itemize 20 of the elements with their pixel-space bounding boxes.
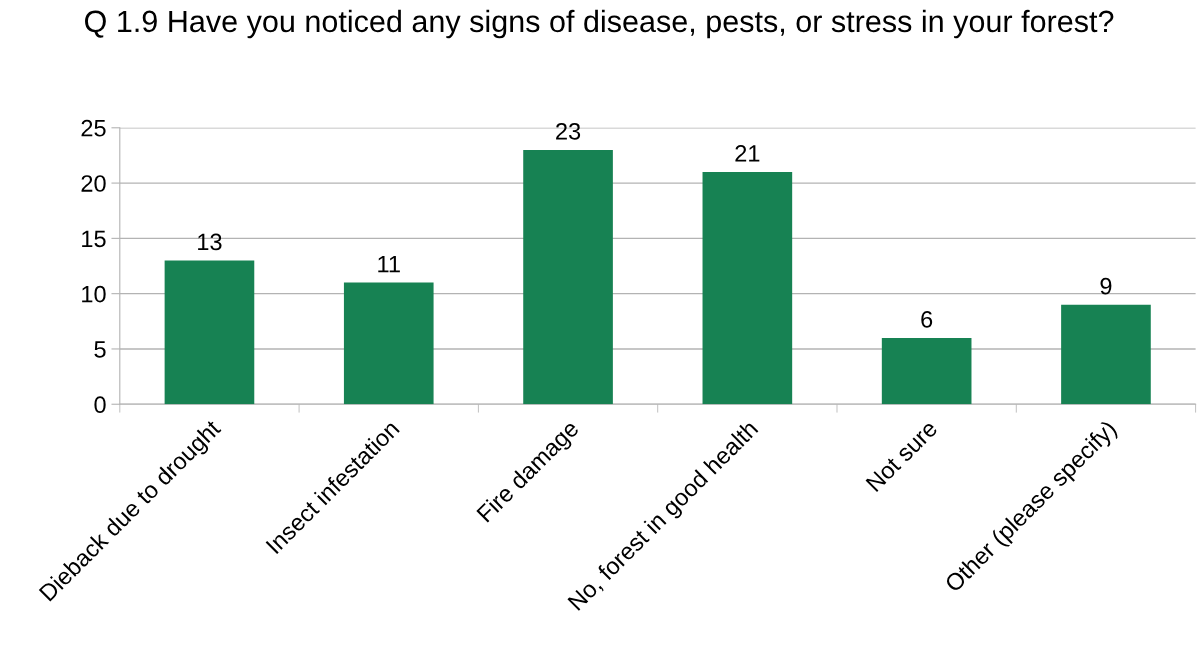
bar [164,260,255,405]
bar [881,337,972,405]
data-label: 11 [378,255,400,273]
y-tick-label: 15 [82,230,106,248]
bar [1061,304,1151,405]
bar [702,172,793,405]
data-label: 9 [1100,277,1112,295]
y-tick-label: 20 [81,175,106,192]
y-tick-label: 10 [82,285,106,303]
y-tick-label: 5 [94,341,106,358]
y-tick-label: 25 [81,119,106,137]
data-label: 13 [198,233,222,251]
data-label: 21 [735,145,760,162]
y-tick-label: 0 [94,396,106,414]
bar [523,149,613,405]
chart-title: Q 1.9 Have you noticed any signs of disease, pests, or stress in your forest? [85,9,1114,39]
bar [343,282,434,405]
data-label: 23 [556,122,581,140]
data-label: 6 [921,310,933,328]
x-tick-label: Not sure [865,419,939,493]
